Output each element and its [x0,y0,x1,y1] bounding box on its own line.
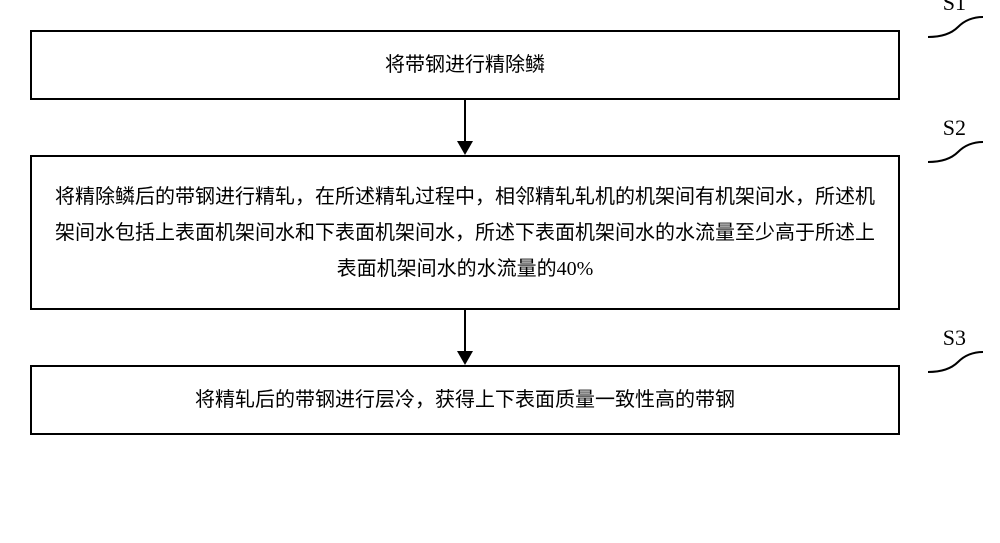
step-label-3: S3 [943,325,966,351]
label-curve-3 [928,347,988,397]
arrow-line-1 [464,100,466,145]
step-text-3: 将精轧后的带钢进行层冷，获得上下表面质量一致性高的带钢 [175,372,755,428]
arrow-head-1 [457,141,473,155]
step-box-2: 将精除鳞后的带钢进行精轧，在所述精轧过程中，相邻精轧轧机的机架间有机架间水，所述… [30,155,900,310]
label-curve-2 [928,137,988,187]
step-text-1: 将带钢进行精除鳞 [365,37,565,93]
label-wrapper-3: S3 [898,347,958,397]
step-box-3: 将精轧后的带钢进行层冷，获得上下表面质量一致性高的带钢 S3 [30,365,900,435]
step-text-2: 将精除鳞后的带钢进行精轧，在所述精轧过程中，相邻精轧轧机的机架间有机架间水，所述… [32,169,898,297]
step-label-2: S2 [943,115,966,141]
arrow-head-2 [457,351,473,365]
label-wrapper-2: S2 [898,137,958,187]
arrow-2 [30,310,900,365]
flowchart-container: 将带钢进行精除鳞 S1 将精除鳞后的带钢进行精轧，在所述精轧过程中，相邻精轧轧机… [30,30,970,435]
step-label-1: S1 [943,0,966,16]
label-curve-1 [928,12,988,62]
arrow-line-2 [464,310,466,355]
arrow-1 [30,100,900,155]
step-box-1: 将带钢进行精除鳞 S1 [30,30,900,100]
label-wrapper-1: S1 [898,12,958,62]
